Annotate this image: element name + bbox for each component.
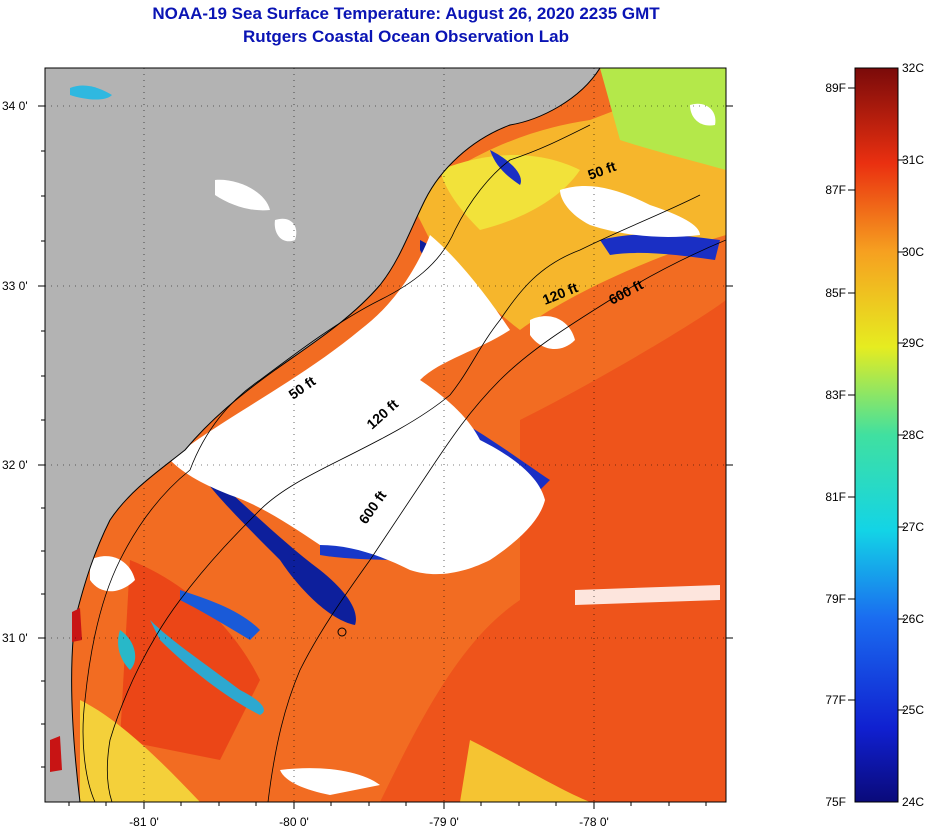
- colorbar-fahrenheit-label: 79F: [825, 592, 846, 606]
- cold-water-streak: [490, 150, 521, 185]
- colorbar-fahrenheit-label: 81F: [825, 490, 846, 504]
- colorbar-celsius-label: 29C: [902, 336, 924, 350]
- colorbar-celsius-label: 25C: [902, 703, 924, 717]
- colorbar-celsius-label: 32C: [902, 61, 924, 75]
- colorbar-fahrenheit-label: 83F: [825, 388, 846, 402]
- cloud-cover: [90, 556, 135, 592]
- colorbar-fahrenheit-label: 77F: [825, 693, 846, 707]
- cool-water-region: [460, 740, 590, 802]
- cloud-cover: [575, 585, 720, 605]
- inland-water: [274, 218, 297, 242]
- cloud-cover: [690, 103, 716, 126]
- colorbar-fahrenheit-label: 75F: [825, 795, 846, 809]
- cool-water-region: [80, 700, 200, 802]
- lat-tick-label: 34 0': [2, 99, 28, 113]
- lon-tick-label: -79 0': [429, 815, 459, 829]
- colorbar-celsius-label: 30C: [902, 245, 924, 259]
- lon-tick-label: -80 0': [279, 815, 309, 829]
- contour-50ft: [82, 124, 591, 802]
- chart-subtitle: Rutgers Coastal Ocean Observation Lab: [243, 27, 569, 46]
- cloud-cover: [560, 185, 700, 237]
- map-frame: [44, 67, 727, 803]
- colorbar-fahrenheit-labels: 89F 87F 85F 83F 81F 79F 77F 75F: [825, 81, 846, 809]
- graticule: [45, 68, 726, 802]
- cool-water-region: [440, 155, 580, 230]
- map-area: 50 ft 120 ft 600 ft 50 ft 120 ft 600 ft: [45, 68, 726, 802]
- lon-tick-label: -78 0': [579, 815, 609, 829]
- lon-tick-label: -81 0': [129, 815, 159, 829]
- hot-water-pixels: [72, 608, 82, 642]
- cold-water-streak: [118, 630, 136, 670]
- colorbar-celsius-label: 24C: [902, 795, 924, 809]
- cold-water-streak: [180, 590, 260, 640]
- cool-water-region: [600, 68, 726, 170]
- inland-water: [215, 179, 270, 211]
- cold-water-streak: [150, 620, 264, 715]
- cloud-cover: [280, 768, 380, 795]
- contour-600ft: [267, 239, 726, 802]
- cloud-cover: [530, 316, 575, 350]
- colorbar-celsius-label: 26C: [902, 612, 924, 626]
- contour-120ft: [106, 194, 701, 802]
- warm-water-region: [380, 300, 726, 802]
- lat-tick-label: 32 0': [2, 458, 28, 472]
- lat-tick-label: 31 0': [2, 631, 28, 645]
- colorbar-fahrenheit-label: 87F: [825, 183, 846, 197]
- cold-water-streak: [205, 470, 356, 625]
- colorbar-ticks: [848, 87, 905, 711]
- colorbar-celsius-label: 31C: [902, 153, 924, 167]
- colorbar-fahrenheit-label: 89F: [825, 81, 846, 95]
- colorbar-celsius-label: 27C: [902, 520, 924, 534]
- colorbar: [854, 67, 899, 803]
- lat-tick-label: 33 0': [2, 279, 28, 293]
- colorbar-celsius-labels: 32C 31C 30C 29C 28C 27C 26C 25C 24C: [902, 61, 924, 809]
- colorbar-fahrenheit-label: 85F: [825, 286, 846, 300]
- cold-water-streak: [600, 234, 720, 260]
- hot-water-pixels: [50, 736, 62, 772]
- colorbar-celsius-label: 28C: [902, 428, 924, 442]
- inland-water: [70, 85, 112, 100]
- cloud-cover: [170, 235, 545, 575]
- buoy-marker: [337, 627, 347, 637]
- chart-title: NOAA-19 Sea Surface Temperature: August …: [152, 4, 660, 23]
- land-mass: [45, 68, 600, 802]
- axis-ticks: [38, 105, 733, 809]
